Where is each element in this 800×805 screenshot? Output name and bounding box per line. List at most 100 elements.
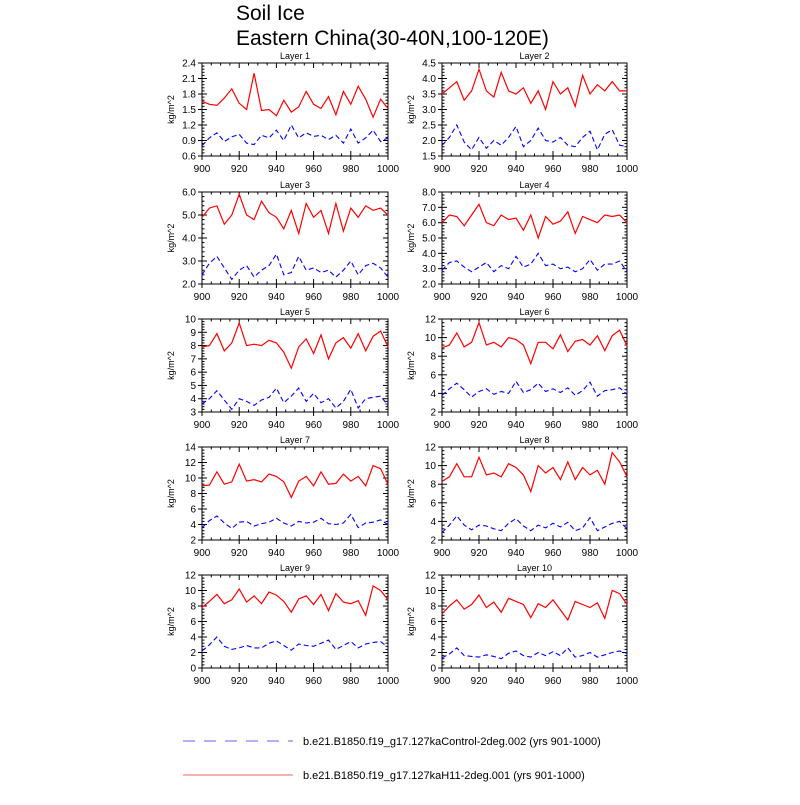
y-tick-label: 2 bbox=[190, 536, 196, 547]
x-tick-label: 900 bbox=[194, 548, 211, 559]
series-line-control bbox=[441, 123, 628, 152]
x-tick-label: 920 bbox=[471, 292, 488, 303]
y-tick-label: 10 bbox=[425, 461, 437, 472]
series-line-control bbox=[441, 252, 628, 273]
x-tick-label: 960 bbox=[305, 292, 322, 303]
y-tick-label: 8 bbox=[430, 602, 436, 613]
y-tick-label: 4 bbox=[430, 389, 436, 400]
x-tick-label: 920 bbox=[471, 420, 488, 431]
x-tick-label: 940 bbox=[508, 548, 525, 559]
chart-title: Soil Ice bbox=[236, 2, 305, 25]
y-tick-label: 2.0 bbox=[422, 136, 436, 147]
x-tick-label: 900 bbox=[194, 420, 211, 431]
x-tick-label: 920 bbox=[231, 292, 248, 303]
y-tick-label: 0 bbox=[430, 664, 436, 675]
x-tick-label: 940 bbox=[268, 548, 285, 559]
y-tick-label: 2.0 bbox=[422, 280, 436, 291]
panel-layer-4: Layer 4 kg/m^2 900 920 940 960 980 1000 2.0 3.0 4.… bbox=[406, 180, 639, 303]
y-tick-label: 8 bbox=[430, 480, 436, 491]
y-axis-label: kg/m^2 bbox=[406, 607, 416, 636]
series-line-experiment bbox=[441, 451, 628, 494]
panel-title: Layer 1 bbox=[280, 51, 310, 61]
y-tick-label: 10 bbox=[185, 315, 197, 326]
x-tick-label: 980 bbox=[582, 164, 599, 175]
x-tick-label: 900 bbox=[434, 676, 451, 687]
series-line-experiment bbox=[441, 67, 627, 112]
y-tick-label: 4.0 bbox=[422, 249, 436, 260]
x-tick-label: 1000 bbox=[377, 292, 400, 303]
y-tick-label: 6 bbox=[430, 370, 436, 381]
y-axis-label: kg/m^2 bbox=[406, 95, 416, 124]
x-tick-label: 940 bbox=[508, 292, 525, 303]
x-tick-label: 980 bbox=[582, 292, 599, 303]
x-tick-label: 900 bbox=[434, 292, 451, 303]
series-line-experiment bbox=[201, 192, 389, 236]
x-tick-label: 960 bbox=[305, 420, 322, 431]
panel-layer-3: Layer 3 kg/m^2 900 920 940 960 980 1000 2.0 3.0 4.… bbox=[166, 180, 400, 303]
x-tick-label: 920 bbox=[231, 164, 248, 175]
y-tick-label: 2.4 bbox=[182, 59, 196, 70]
x-tick-label: 900 bbox=[194, 164, 211, 175]
plot-frame bbox=[441, 318, 628, 413]
y-tick-label: 2.1 bbox=[182, 74, 196, 85]
x-tick-label: 940 bbox=[268, 676, 285, 687]
y-tick-label: 2 bbox=[430, 408, 436, 419]
y-tick-label: 10 bbox=[185, 586, 197, 597]
panel-title: Layer 5 bbox=[280, 307, 310, 317]
legend-label-experiment: b.e21.B1850.f19_g17.127kaH11-2deg.001 (y… bbox=[303, 770, 585, 782]
y-tick-label: 8 bbox=[190, 602, 196, 613]
y-tick-label: 8 bbox=[190, 489, 196, 500]
x-tick-label: 980 bbox=[342, 420, 359, 431]
y-axis-label: kg/m^2 bbox=[166, 479, 176, 508]
panel-title: Layer 3 bbox=[280, 180, 310, 190]
x-tick-label: 920 bbox=[471, 164, 488, 175]
legend-label-control: b.e21.B1850.f19_g17.127kaControl-2deg.00… bbox=[303, 736, 601, 748]
y-tick-label: 12 bbox=[185, 458, 197, 469]
x-tick-label: 940 bbox=[268, 164, 285, 175]
y-tick-label: 12 bbox=[185, 571, 197, 582]
y-tick-label: 9 bbox=[190, 328, 196, 339]
plot-frame bbox=[441, 574, 628, 669]
y-tick-label: 4 bbox=[190, 633, 196, 644]
y-tick-label: 6 bbox=[190, 505, 196, 516]
x-tick-label: 940 bbox=[508, 164, 525, 175]
x-tick-label: 980 bbox=[582, 548, 599, 559]
y-tick-label: 6.0 bbox=[422, 218, 436, 229]
x-tick-label: 1000 bbox=[616, 292, 639, 303]
y-tick-label: 5 bbox=[190, 381, 196, 392]
y-tick-label: 5.0 bbox=[422, 234, 436, 245]
y-tick-label: 4.0 bbox=[182, 234, 196, 245]
x-tick-label: 1000 bbox=[616, 164, 639, 175]
x-tick-label: 920 bbox=[231, 548, 248, 559]
x-tick-label: 1000 bbox=[377, 164, 400, 175]
panel-layer-1: Layer 1 kg/m^2 900 920 940 960 980 1000 0.6 0.9 1.… bbox=[166, 51, 400, 175]
y-tick-label: 4 bbox=[430, 633, 436, 644]
x-tick-label: 900 bbox=[194, 676, 211, 687]
y-tick-label: 8.0 bbox=[422, 188, 436, 199]
panel-layer-2: Layer 2 kg/m^2 900 920 940 960 980 1000 1.5 2.0 2.… bbox=[406, 51, 639, 175]
series-line-control bbox=[441, 380, 628, 398]
y-tick-label: 6 bbox=[430, 617, 436, 628]
x-tick-label: 920 bbox=[231, 420, 248, 431]
y-tick-label: 7 bbox=[190, 354, 196, 365]
series-line-control bbox=[441, 647, 628, 660]
x-tick-label: 980 bbox=[342, 548, 359, 559]
y-tick-label: 0.6 bbox=[182, 152, 196, 163]
y-tick-label: 4 bbox=[190, 520, 196, 531]
y-tick-label: 14 bbox=[185, 443, 197, 454]
y-tick-label: 2.5 bbox=[422, 121, 436, 132]
panel-title: Layer 2 bbox=[519, 51, 549, 61]
y-tick-label: 10 bbox=[425, 333, 437, 344]
y-axis-label: kg/m^2 bbox=[166, 95, 176, 124]
series-line-experiment bbox=[441, 320, 628, 366]
x-tick-label: 920 bbox=[471, 548, 488, 559]
x-tick-label: 960 bbox=[545, 548, 562, 559]
plot-frame bbox=[201, 446, 389, 541]
x-tick-label: 960 bbox=[545, 420, 562, 431]
y-tick-label: 3.0 bbox=[182, 257, 196, 268]
panel-layer-10: Layer 10 kg/m^2 900 920 940 960 980 1000 0 2 4 6 8 10… bbox=[406, 563, 639, 687]
y-tick-label: 1.5 bbox=[422, 152, 436, 163]
x-tick-label: 1000 bbox=[616, 548, 639, 559]
